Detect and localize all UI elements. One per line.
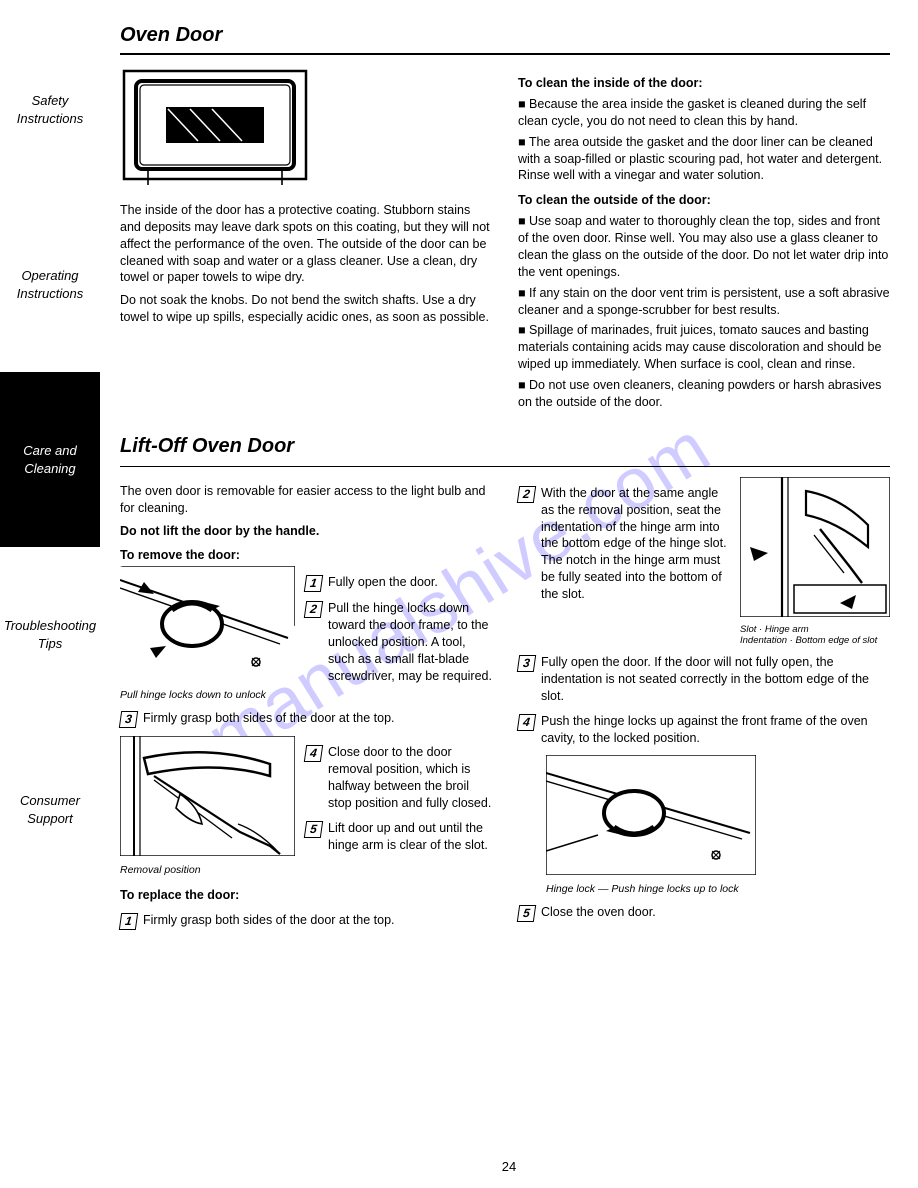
lift-col-right: 2 With the door at the same angle as the … — [518, 477, 890, 938]
fig1-caption: Pull hinge locks down to unlock — [120, 688, 295, 702]
door-col-left: The inside of the door has a protective … — [120, 67, 492, 415]
remove-step-4: 4 Close door to the door removal position… — [305, 744, 492, 812]
tab-troubleshooting[interactable]: TroubleshootingTips — [0, 547, 100, 722]
door-columns: The inside of the door has a protective … — [120, 67, 890, 415]
fig3-labels: Slot · Hinge arm Indentation · Bottom ed… — [740, 624, 890, 647]
page-root: manualshive.com SafetyInstructions Opera… — [0, 0, 918, 1188]
remove-step-3: 3 Firmly grasp both sides of the door at … — [120, 710, 492, 728]
tab-safety[interactable]: SafetyInstructions — [0, 22, 100, 197]
fig2-caption: Removal position — [120, 863, 295, 877]
tab-label: Care andCleaning — [23, 442, 76, 477]
remove-step-2: 2 Pull the hinge locks down toward the do… — [305, 600, 492, 684]
replace-step-4-text: Push the hinge locks up against the fron… — [541, 713, 890, 747]
remove-head: To remove the door: — [120, 547, 492, 564]
step-number-icon: 3 — [119, 711, 138, 728]
fig3-arm: Hinge arm — [765, 624, 809, 635]
step-number-icon: 2 — [304, 601, 323, 618]
lift-columns: The oven door is removable for easier ac… — [120, 477, 890, 938]
door-subhead-1: To clean the inside of the door: — [518, 75, 890, 92]
rule-icon — [120, 53, 890, 55]
remove-step-1: 1 Fully open the door. — [305, 574, 492, 592]
door-removal-diagram: Removal position — [120, 736, 295, 877]
lift-intro: The oven door is removable for easier ac… — [120, 483, 492, 517]
door-b2c-text: Spillage of marinades, fruit juices, tom… — [518, 323, 881, 371]
remove-steps-45: 4 Close door to the door removal position… — [305, 736, 492, 861]
replace-step-1-text: Firmly grasp both sides of the door at t… — [143, 912, 492, 929]
hinge-lock-diagram: Hinge lock — Push hinge locks up to lock — [546, 755, 890, 896]
fig4-cap: Push hinge locks up to lock — [611, 883, 738, 895]
remove-step-5-text: Lift door up and out until the hinge arm… — [328, 820, 492, 854]
replace-step-2-text: With the door at the same angle as the r… — [541, 485, 730, 603]
remove-step-3-text: Firmly grasp both sides of the door at t… — [143, 710, 492, 727]
replace-step-4: 4 Push the hinge locks up against the fro… — [518, 713, 890, 747]
replace-step-2: 2 With the door at the same angle as the … — [518, 485, 730, 603]
step-number-icon: 4 — [517, 714, 536, 731]
replace-step-5-text: Close the oven door. — [541, 904, 890, 921]
remove-steps-12: 1 Fully open the door. 2 Pull the hinge lo… — [305, 566, 492, 692]
tab-consumer[interactable]: ConsumerSupport — [0, 722, 100, 897]
tab-care[interactable]: Care andCleaning — [0, 372, 100, 547]
door-b1a-text: Because the area inside the gasket is cl… — [518, 97, 866, 128]
oven-door-heading: Oven Door — [120, 22, 890, 49]
door-diagram — [120, 67, 492, 192]
lift-col-left: The oven door is removable for easier ac… — [120, 477, 492, 938]
door-b2a-text: Use soap and water to thoroughly clean t… — [518, 214, 888, 279]
fig4-caption: Hinge lock — Push hinge locks up to lock — [546, 882, 890, 896]
replace-step-5: 5 Close the oven door. — [518, 904, 890, 922]
page-number: 24 — [502, 1158, 516, 1176]
tab-label: OperatingInstructions — [17, 267, 83, 302]
hinge-slot-diagram: Slot · Hinge arm Indentation · Bottom ed… — [740, 477, 890, 647]
hinge-unlock-diagram: Pull hinge locks down to unlock — [120, 566, 295, 702]
tab-operating[interactable]: OperatingInstructions — [0, 197, 100, 372]
door-b2b: ■ If any stain on the door vent trim is … — [518, 285, 890, 319]
door-b1a: ■ Because the area inside the gasket is … — [518, 96, 890, 130]
step-number-icon: 1 — [119, 913, 138, 930]
door-b1b-text: The area outside the gasket and the door… — [518, 135, 882, 183]
fig3-slot: Slot — [740, 624, 756, 635]
tab-label: SafetyInstructions — [17, 92, 83, 127]
door-para-1: The inside of the door has a protective … — [120, 202, 492, 286]
fig3-bottom: Bottom edge of slot — [795, 635, 877, 646]
step-number-icon: 5 — [304, 821, 323, 838]
replace-steps-2: 2 With the door at the same angle as the … — [518, 477, 730, 611]
step-number-icon: 5 — [517, 905, 536, 922]
fig4-label: Hinge lock — [546, 883, 595, 895]
lift-warn: Do not lift the door by the handle. — [120, 523, 492, 540]
remove-step-5: 5 Lift door up and out until the hinge ar… — [305, 820, 492, 854]
replace-head: To replace the door: — [120, 887, 492, 904]
door-subhead-2: To clean the outside of the door: — [518, 192, 890, 209]
step-number-icon: 1 — [304, 575, 323, 592]
tab-label: ConsumerSupport — [20, 792, 80, 827]
sidebar-tabs: SafetyInstructions OperatingInstructions… — [0, 0, 100, 1188]
liftoff-heading: Lift-Off Oven Door — [120, 433, 890, 460]
rule-icon — [120, 466, 890, 467]
door-col-right: To clean the inside of the door: ■ Becau… — [518, 67, 890, 415]
step-number-icon: 4 — [304, 745, 323, 762]
door-b2d: ■ Do not use oven cleaners, cleaning pow… — [518, 377, 890, 411]
door-b2c: ■ Spillage of marinades, fruit juices, t… — [518, 322, 890, 373]
door-b2d-text: Do not use oven cleaners, cleaning powde… — [518, 378, 881, 409]
tab-label: TroubleshootingTips — [4, 617, 96, 652]
door-b1b: ■ The area outside the gasket and the do… — [518, 134, 890, 185]
remove-block-2: Removal position 4 Close door to the door… — [120, 736, 492, 877]
replace-block-2: 2 With the door at the same angle as the … — [518, 477, 890, 647]
door-b2b-text: If any stain on the door vent trim is pe… — [518, 286, 890, 317]
fig3-ind: Indentation — [740, 635, 787, 646]
replace-step-3-text: Fully open the door. If the door will no… — [541, 654, 890, 705]
replace-step-1: 1 Firmly grasp both sides of the door at … — [120, 912, 492, 930]
step-number-icon: 2 — [517, 486, 536, 503]
door-para-2: Do not soak the knobs. Do not bend the s… — [120, 292, 492, 326]
main-content: Oven Door The ins — [100, 0, 918, 1188]
step-number-icon: 3 — [517, 655, 536, 672]
door-b2a: ■ Use soap and water to thoroughly clean… — [518, 213, 890, 281]
remove-step-2-text: Pull the hinge locks down toward the doo… — [328, 600, 492, 684]
remove-step-4-text: Close door to the door removal position,… — [328, 744, 492, 812]
remove-block-1: Pull hinge locks down to unlock 1 Fully o… — [120, 566, 492, 702]
remove-step-1-text: Fully open the door. — [328, 574, 492, 591]
replace-step-3: 3 Fully open the door. If the door will n… — [518, 654, 890, 705]
